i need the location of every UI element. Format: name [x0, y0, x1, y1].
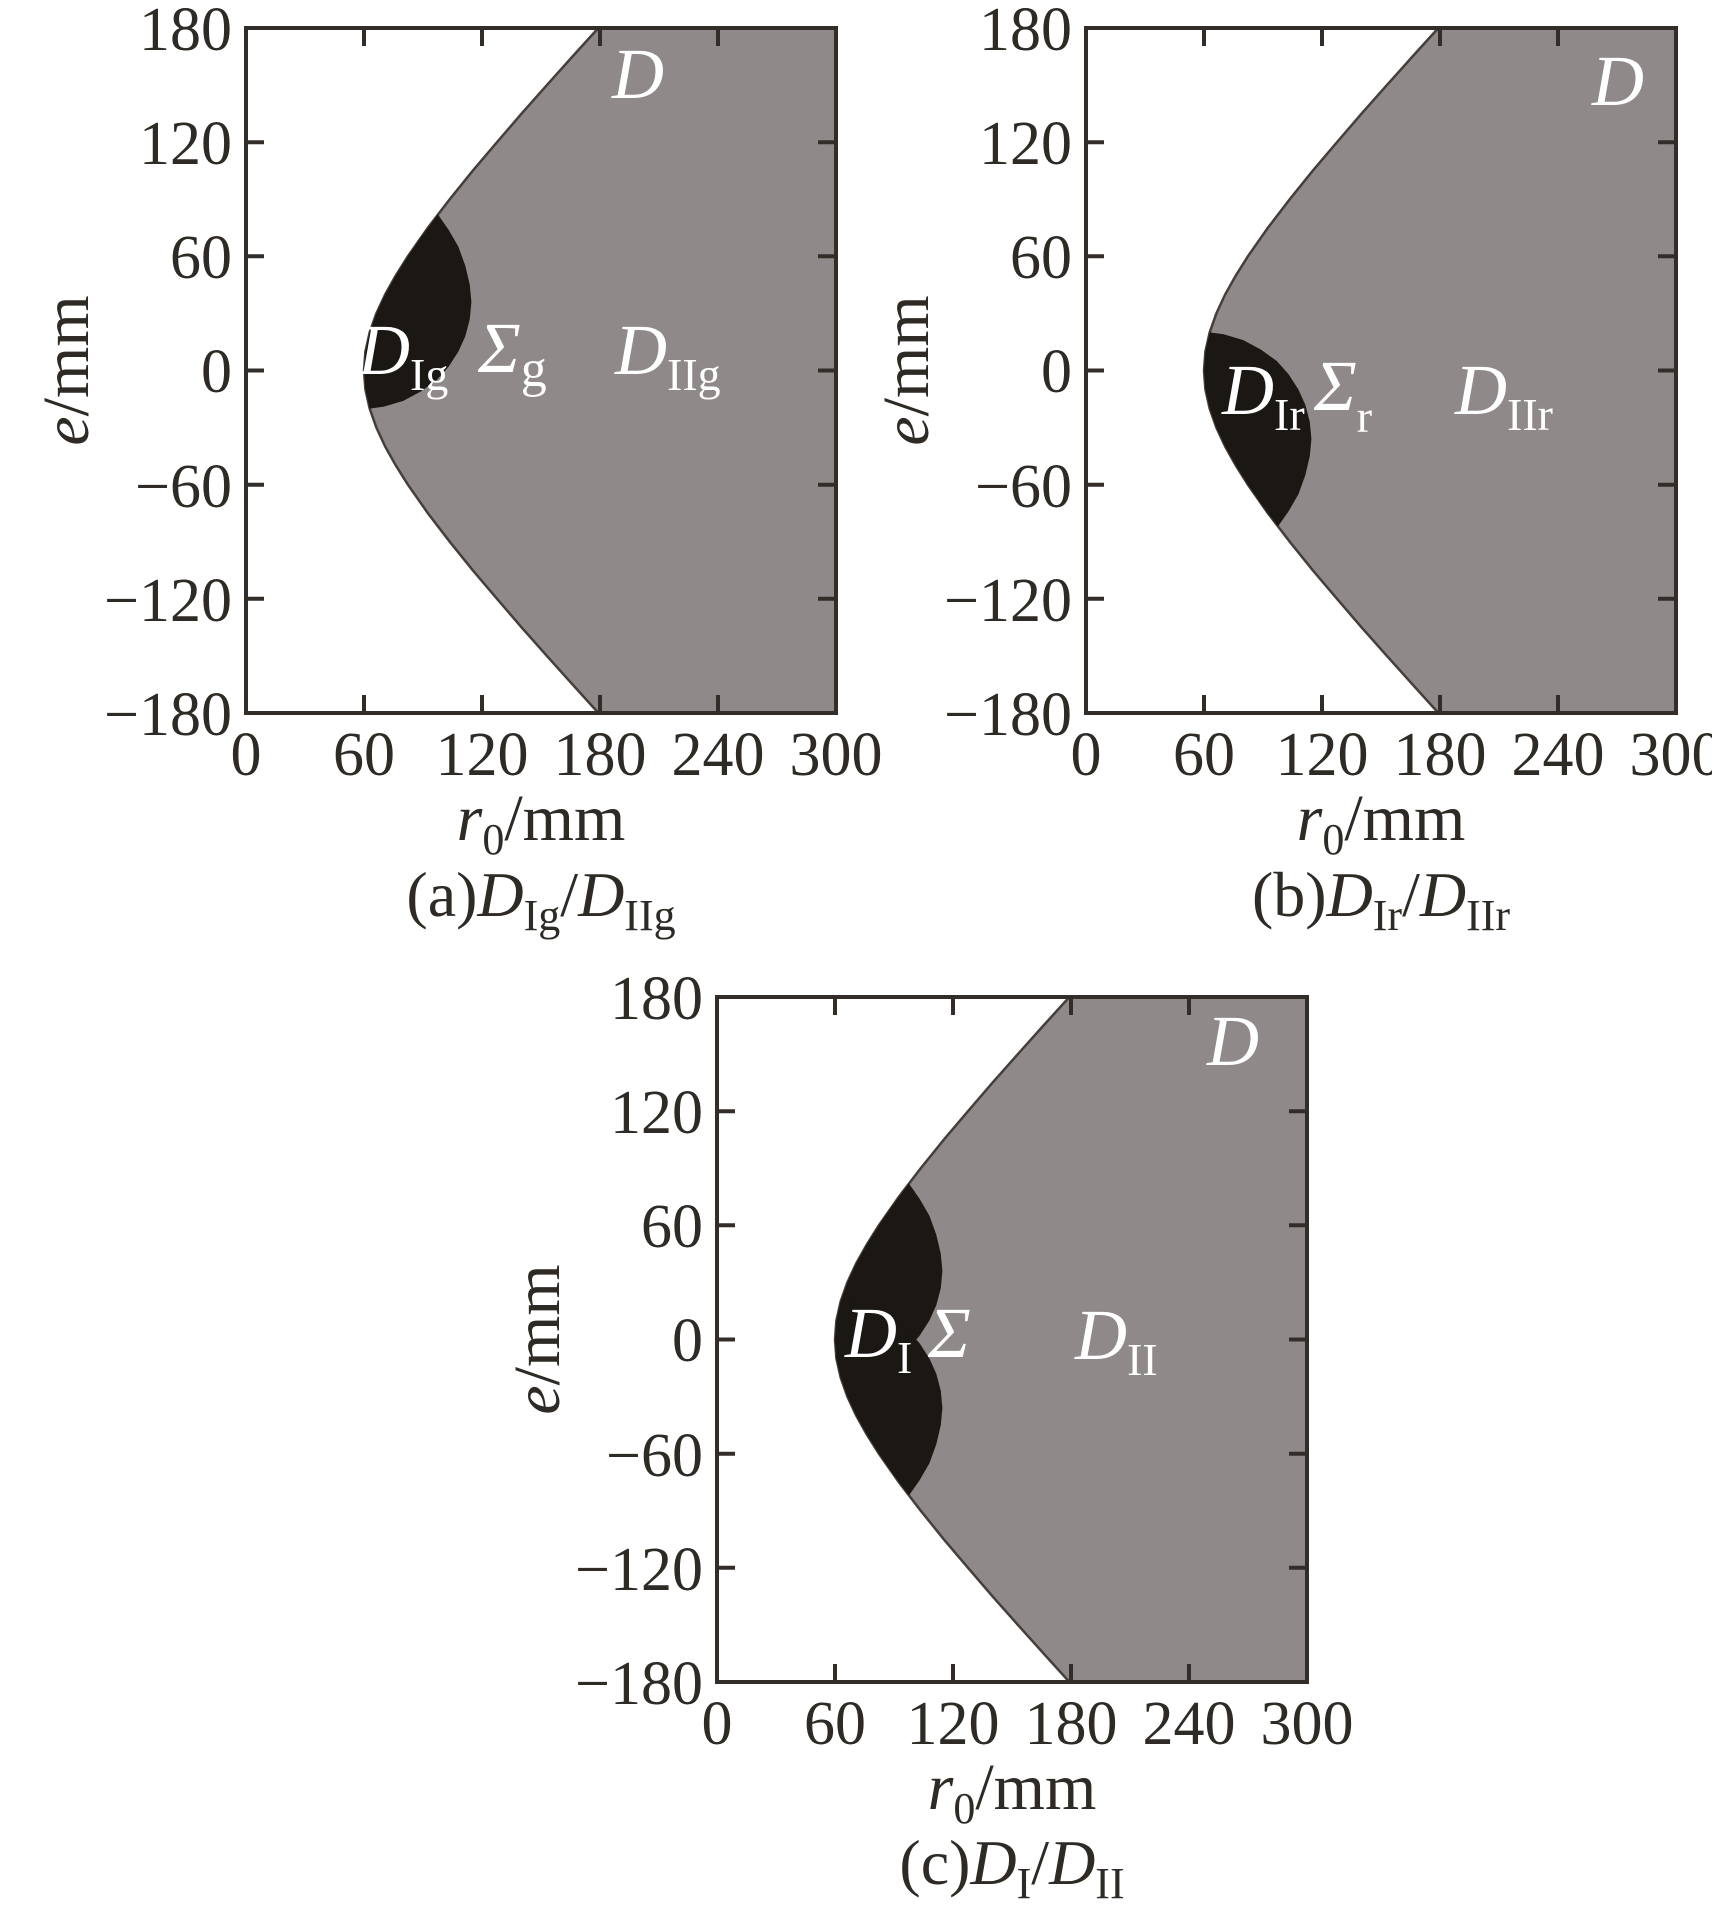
inner-region-b — [1204, 332, 1312, 527]
y-tick-label: 60 — [641, 1193, 703, 1261]
y-tick-label: 180 — [610, 965, 703, 1033]
x-tick-label: 180 — [554, 721, 647, 789]
x-tick-label: 300 — [1261, 1690, 1354, 1758]
y-tick-label: 0 — [1041, 338, 1072, 406]
y-axis-label-b: e/mm — [870, 295, 943, 445]
y-tick-label: −60 — [606, 1422, 703, 1490]
y-tick-label: −120 — [575, 1536, 703, 1604]
x-tick-label: 240 — [672, 721, 765, 789]
x-tick-label: 300 — [790, 721, 883, 789]
x-tick-label: 180 — [1394, 721, 1487, 789]
caption-a: (a)DIg/DIIg — [406, 859, 675, 940]
y-tick-label: 120 — [139, 110, 232, 178]
region-label-outer-c: DII — [1074, 1295, 1158, 1385]
region-label-inner-a: DIg — [357, 310, 448, 400]
y-tick-label: 60 — [170, 224, 232, 292]
plot-c: 180 120 60 0 −60 −120 −180 0 60 120 180 … — [501, 965, 1354, 1908]
y-tick-label: 120 — [610, 1079, 703, 1147]
y-tick-label: 0 — [672, 1307, 703, 1375]
inner-region-c-lower — [835, 1301, 943, 1496]
y-tick-label: −120 — [944, 567, 1072, 635]
region-label-inner-c: DI — [844, 1293, 912, 1383]
x-axis-label-b: r0/mm — [1297, 782, 1466, 864]
x-tick-label: 300 — [1630, 721, 1712, 789]
x-tick-label: 120 — [436, 721, 529, 789]
x-tick-label: 60 — [804, 1690, 866, 1758]
tick-marks-c — [717, 997, 1307, 1682]
x-tick-label: 120 — [907, 1690, 1000, 1758]
x-axis-label-c: r0/mm — [928, 1751, 1097, 1833]
y-axis-label-a: e/mm — [30, 295, 103, 445]
y-tick-label: 60 — [1010, 224, 1072, 292]
region-label-sigma-c: Σ — [927, 1293, 971, 1373]
region-label-sigma-a: Σg — [477, 308, 547, 398]
domain-label-b: D — [1591, 41, 1644, 121]
x-tick-label: 0 — [702, 1690, 733, 1758]
y-tick-label: 180 — [979, 0, 1072, 64]
y-tick-label: −180 — [575, 1650, 703, 1718]
y-tick-label: −60 — [975, 453, 1072, 521]
region-label-outer-a: DIIg — [614, 310, 721, 400]
domain-region-a — [362, 26, 838, 715]
y-tick-label: −60 — [135, 453, 232, 521]
x-tick-label: 60 — [1173, 721, 1235, 789]
plot-a: 180 120 60 0 −60 −120 −180 0 60 120 180 … — [30, 0, 883, 940]
y-tick-label: −180 — [104, 681, 232, 749]
x-tick-label: 0 — [1071, 721, 1102, 789]
region-label-inner-b: DIr — [1221, 350, 1305, 440]
domain-region-c — [833, 995, 1309, 1684]
region-label-outer-b: DIIr — [1454, 350, 1553, 440]
region-label-sigma-b: Σr — [1313, 346, 1372, 442]
tick-marks-a — [246, 28, 836, 713]
x-tick-label: 240 — [1512, 721, 1605, 789]
caption-c: (c)DI/DII — [899, 1827, 1124, 1908]
caption-b: (b)DIr/DIIr — [1252, 859, 1510, 940]
x-tick-label: 180 — [1025, 1690, 1118, 1758]
plot-b: 180 120 60 0 −60 −120 −180 0 60 120 180 … — [870, 0, 1712, 940]
domain-label-a: D — [611, 34, 664, 114]
x-tick-label: 120 — [1276, 721, 1369, 789]
x-axis-label-a: r0/mm — [457, 782, 626, 864]
x-tick-label: 60 — [333, 721, 395, 789]
y-axis-label-c: e/mm — [501, 1264, 574, 1414]
y-tick-label: −180 — [944, 681, 1072, 749]
y-tick-label: 180 — [139, 0, 232, 64]
y-tick-label: 120 — [979, 110, 1072, 178]
x-tick-label: 240 — [1143, 1690, 1236, 1758]
y-tick-label: −120 — [104, 567, 232, 635]
domain-label-c: D — [1206, 1001, 1259, 1081]
x-tick-label: 0 — [231, 721, 262, 789]
tick-marks-b — [1086, 28, 1676, 713]
inner-region-a — [364, 214, 472, 409]
y-tick-label: 0 — [201, 338, 232, 406]
